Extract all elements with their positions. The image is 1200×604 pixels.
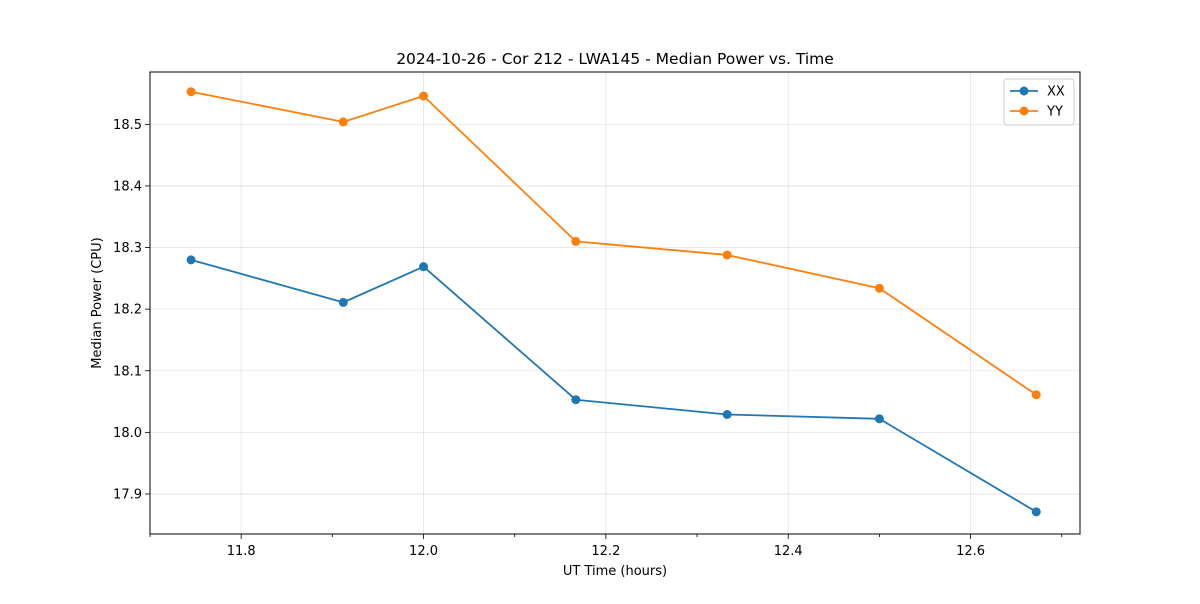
x-tick-label: 12.0 xyxy=(409,544,438,559)
data-point-xx xyxy=(419,262,429,272)
data-point-yy xyxy=(722,250,732,260)
legend-label-yy: YY xyxy=(1046,105,1063,120)
series-line-yy xyxy=(190,90,1037,396)
data-point-xx xyxy=(571,395,581,405)
chart-title: 2024-10-26 - Cor 212 - LWA145 - Median P… xyxy=(396,50,834,68)
data-point-yy xyxy=(1031,390,1041,400)
legend-label-xx: XX xyxy=(1047,85,1065,100)
y-axis-label: Median Power (CPU) xyxy=(90,237,105,368)
y-tick-label: 18.1 xyxy=(113,364,142,379)
data-point-yy xyxy=(874,283,884,293)
grid xyxy=(150,72,1080,534)
x-tick-label: 11.8 xyxy=(227,544,256,559)
data-point-yy xyxy=(571,236,581,246)
data-point-xx xyxy=(338,297,348,307)
x-tick-label: 12.6 xyxy=(956,544,985,559)
series-line-xx xyxy=(190,259,1037,513)
legend: XX YY xyxy=(1003,78,1075,126)
legend-marker-xx xyxy=(1019,86,1029,96)
data-point-xx xyxy=(722,409,732,419)
plot-area-frame xyxy=(149,71,1081,535)
legend-marker-yy xyxy=(1019,106,1029,116)
y-tick-label: 18.4 xyxy=(113,179,142,194)
x-tick-label: 12.2 xyxy=(591,544,620,559)
data-point-yy xyxy=(338,117,348,127)
y-tick-label: 18.0 xyxy=(113,426,142,441)
y-tick-label: 18.3 xyxy=(113,241,142,256)
data-point-xx xyxy=(1031,507,1041,517)
data-point-yy xyxy=(419,91,429,101)
axis-ticks: 11.8 12.0 12.2 12.4 12.6 17.9 18.0 18.1 18.2 18.3… xyxy=(113,118,1063,559)
y-tick-label: 18.5 xyxy=(113,118,142,133)
x-tick-label: 12.4 xyxy=(774,544,803,559)
series-layer xyxy=(186,87,1041,517)
y-tick-label: 18.2 xyxy=(113,303,142,318)
y-tick-label: 17.9 xyxy=(113,487,142,502)
data-point-yy xyxy=(186,87,196,97)
x-axis-label: UT Time (hours) xyxy=(563,564,667,579)
data-point-xx xyxy=(874,414,884,424)
data-point-xx xyxy=(186,255,196,265)
